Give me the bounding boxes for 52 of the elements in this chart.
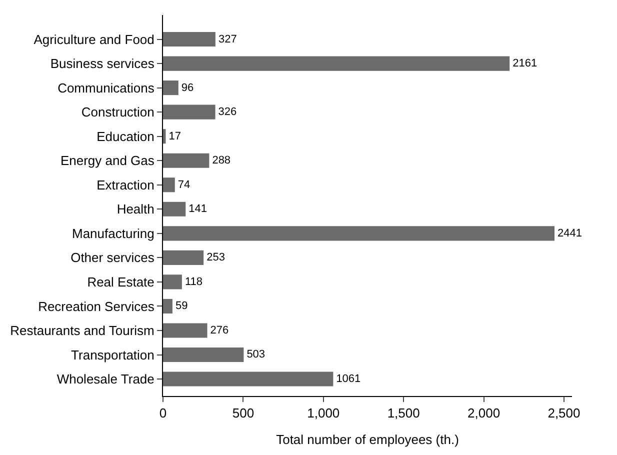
bar <box>163 80 178 96</box>
y-tick-label: Other services <box>70 250 155 266</box>
data-label: 118 <box>184 276 202 288</box>
bar <box>163 250 204 265</box>
bar <box>163 202 186 216</box>
bar <box>163 347 244 362</box>
x-tick-label: 1,000 <box>307 406 340 421</box>
y-tick-label: Health <box>116 202 154 217</box>
x-axis-title: Total number of employees (th.) <box>276 432 459 448</box>
data-label: 141 <box>188 203 207 216</box>
y-tick-label: Construction <box>81 104 154 120</box>
bar <box>163 56 510 71</box>
data-label: 503 <box>246 348 266 361</box>
y-tick-label: Transportation <box>71 347 154 362</box>
y-tick-label: Agriculture and Food <box>34 32 154 47</box>
data-label: 276 <box>210 324 229 336</box>
data-label: 59 <box>175 300 188 312</box>
bar <box>163 226 555 241</box>
data-label: 1061 <box>336 373 361 386</box>
y-tick-label: Recreation Services <box>38 298 155 314</box>
data-label: 2441 <box>558 227 582 240</box>
data-label: 326 <box>218 106 237 118</box>
bar <box>163 298 172 314</box>
bar <box>163 323 208 338</box>
y-tick-label: Real Estate <box>87 274 154 290</box>
data-label: 2161 <box>512 58 538 70</box>
y-tick-label: Business services <box>50 56 155 72</box>
data-label: 17 <box>168 130 181 142</box>
x-tick-label: 2,500 <box>548 406 580 421</box>
bar <box>163 32 216 47</box>
x-tick-label: 0 <box>159 406 167 421</box>
y-tick-label: Manufacturing <box>72 226 154 241</box>
data-label: 288 <box>212 154 231 167</box>
data-label: 74 <box>178 178 190 191</box>
y-tick-label: Energy and Gas <box>60 153 155 168</box>
y-tick-label: Wholesale Trade <box>56 372 154 387</box>
bar <box>163 372 334 386</box>
data-label: 253 <box>206 252 225 264</box>
data-label: 96 <box>181 82 194 94</box>
x-tick-label: 500 <box>232 406 254 421</box>
y-tick-label: Communications <box>58 80 155 96</box>
y-tick-label: Education <box>96 128 154 144</box>
bar <box>163 129 166 144</box>
data-label: 327 <box>218 33 237 46</box>
y-tick-label: Extraction <box>96 177 154 192</box>
bar <box>163 153 210 168</box>
x-tick-label: 1,500 <box>387 406 420 421</box>
bar <box>163 274 182 290</box>
y-tick-label: Restaurants and Tourism <box>10 323 154 338</box>
bar <box>163 104 216 120</box>
bar <box>163 178 175 192</box>
x-tick-label: 2,000 <box>468 406 500 421</box>
